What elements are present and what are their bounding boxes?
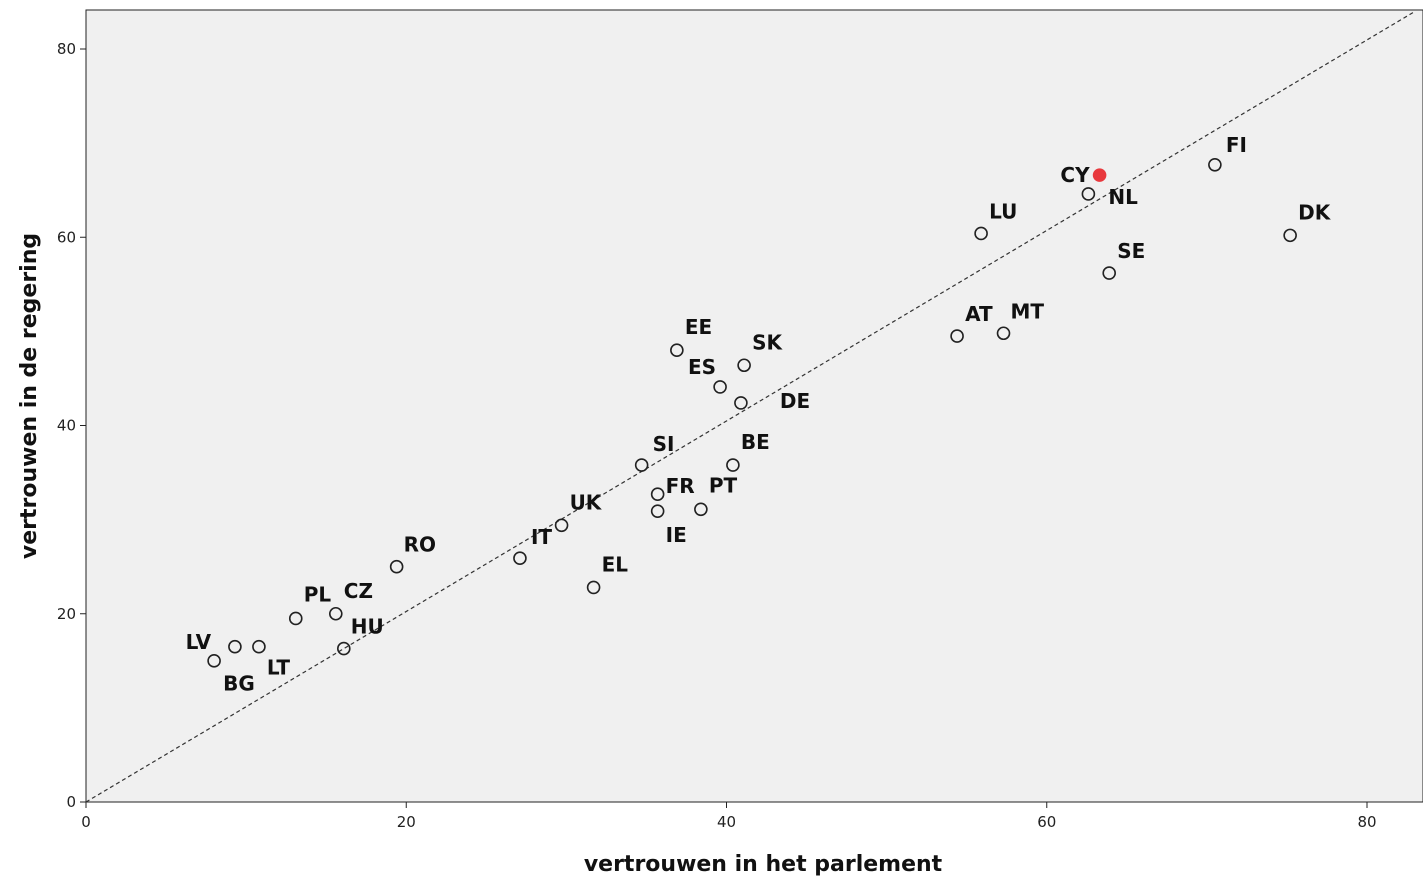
plot-area bbox=[85, 9, 1423, 803]
x-tick-label: 60 bbox=[1037, 813, 1056, 831]
point-label-pl: PL bbox=[304, 582, 332, 606]
y-axis-title: vertrouwen in de regering bbox=[17, 233, 42, 559]
x-tick-label: 20 bbox=[397, 813, 416, 831]
data-point-fr bbox=[650, 487, 665, 502]
point-label-it: IT bbox=[531, 525, 552, 549]
data-point-lv bbox=[207, 654, 221, 668]
data-point-bg bbox=[228, 639, 242, 654]
data-point-at bbox=[950, 329, 964, 343]
reference-line-layer bbox=[85, 10, 1416, 803]
point-label-el: EL bbox=[602, 552, 629, 576]
x-tick-label: 0 bbox=[81, 813, 91, 831]
point-label-si: SI bbox=[653, 432, 675, 456]
y-tick-label: 60 bbox=[57, 228, 76, 246]
x-tick-label: 80 bbox=[1357, 813, 1376, 831]
data-point-ie bbox=[650, 504, 665, 518]
point-label-at: AT bbox=[965, 302, 993, 326]
data-point-it bbox=[513, 551, 527, 566]
point-label-fr: FR bbox=[666, 474, 695, 498]
point-label-lt: LT bbox=[267, 656, 290, 680]
point-label-nl: NL bbox=[1108, 185, 1138, 209]
data-point-dk bbox=[1283, 228, 1297, 243]
data-point-ro bbox=[389, 559, 404, 574]
data-point-pl bbox=[288, 611, 303, 626]
x-tick-label: 40 bbox=[717, 813, 736, 831]
point-label-es: ES bbox=[688, 355, 716, 379]
data-point-se bbox=[1102, 266, 1116, 280]
reference-line bbox=[85, 10, 1416, 803]
point-label-fi: FI bbox=[1226, 133, 1247, 157]
data-point-hu bbox=[337, 641, 351, 656]
data-point-pt bbox=[694, 502, 708, 517]
point-label-ie: IE bbox=[666, 523, 687, 547]
point-label-ee: EE bbox=[685, 315, 712, 339]
point-label-uk: UK bbox=[570, 490, 603, 514]
axes-layer: 0 20 40 60 80 0 20 40 60 80 bbox=[57, 40, 1377, 831]
data-point-lu bbox=[974, 226, 988, 241]
points-layer bbox=[207, 157, 1297, 668]
point-label-de: DE bbox=[780, 389, 810, 413]
data-point-si bbox=[634, 458, 649, 472]
point-label-be: BE bbox=[741, 430, 770, 454]
point-label-cy: CY bbox=[1060, 163, 1090, 187]
data-point-cz bbox=[328, 606, 343, 621]
point-label-ro: RO bbox=[404, 533, 436, 557]
point-labels-layer: LV BG LT PL CZ HU RO IT UK EL SI FR IE EE PT ES BE DE SK AT… bbox=[186, 133, 1332, 696]
point-label-mt: MT bbox=[1011, 299, 1045, 323]
data-point-lt bbox=[252, 639, 266, 654]
point-label-sk: SK bbox=[752, 330, 783, 354]
point-label-hu: HU bbox=[351, 615, 384, 639]
point-label-lv: LV bbox=[186, 630, 212, 654]
data-point-cy bbox=[1092, 168, 1107, 182]
y-tick-label: 0 bbox=[66, 793, 76, 811]
y-tick-label: 20 bbox=[57, 605, 76, 623]
point-label-lu: LU bbox=[989, 199, 1017, 223]
y-tick-label: 80 bbox=[57, 40, 76, 58]
data-point-el bbox=[586, 580, 601, 595]
y-tick-label: 40 bbox=[57, 417, 76, 435]
data-point-uk bbox=[554, 518, 569, 533]
data-point-ee bbox=[670, 343, 684, 358]
data-point-es bbox=[713, 380, 727, 394]
data-point-mt bbox=[996, 326, 1011, 341]
data-point-be bbox=[726, 458, 740, 472]
data-point-sk bbox=[737, 358, 751, 373]
point-label-cz: CZ bbox=[344, 579, 373, 603]
point-label-pt: PT bbox=[709, 473, 738, 497]
point-label-bg: BG bbox=[223, 672, 255, 696]
x-axis-title: vertrouwen in het parlement bbox=[584, 852, 943, 877]
point-label-se: SE bbox=[1117, 239, 1145, 263]
data-point-fi bbox=[1208, 157, 1222, 172]
data-point-de bbox=[734, 396, 748, 410]
data-point-nl bbox=[1081, 187, 1096, 201]
point-label-dk: DK bbox=[1298, 200, 1332, 224]
